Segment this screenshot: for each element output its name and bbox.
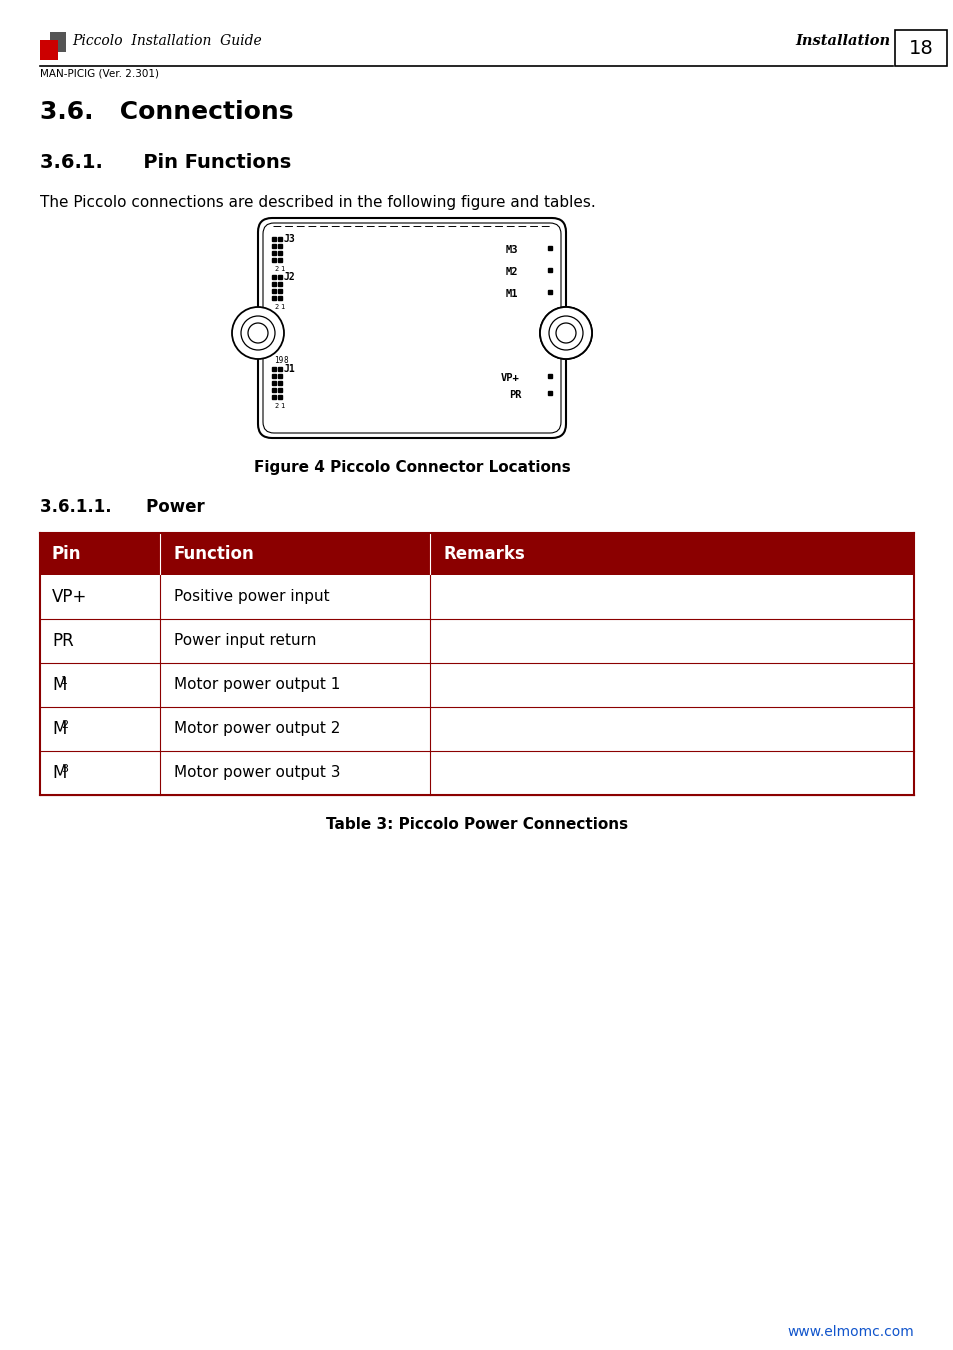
Circle shape (556, 323, 576, 343)
Text: M2: M2 (505, 267, 518, 277)
Text: 3: 3 (61, 764, 68, 774)
Text: 1: 1 (280, 266, 284, 271)
Text: 2: 2 (274, 266, 278, 271)
Text: 18: 18 (907, 39, 932, 58)
Text: Pin: Pin (52, 545, 81, 563)
Text: Motor power output 2: Motor power output 2 (173, 721, 340, 737)
Text: J2: J2 (284, 271, 295, 282)
Text: www.elmomc.com: www.elmomc.com (786, 1324, 913, 1339)
Text: Piccolo  Installation  Guide: Piccolo Installation Guide (71, 34, 261, 49)
Text: 1: 1 (61, 676, 68, 686)
Text: M3: M3 (505, 244, 518, 255)
Bar (40, 707, 913, 751)
Text: Table 3: Piccolo Power Connections: Table 3: Piccolo Power Connections (326, 817, 627, 832)
Text: Function: Function (173, 545, 254, 563)
Text: M: M (52, 720, 67, 738)
Circle shape (548, 316, 582, 350)
Text: Remarks: Remarks (443, 545, 525, 563)
Text: 8: 8 (284, 356, 289, 365)
Text: Motor power output 1: Motor power output 1 (173, 678, 340, 693)
Bar (40, 575, 913, 620)
Text: The Piccolo connections are described in the following figure and tables.: The Piccolo connections are described in… (40, 194, 595, 211)
Bar (40, 751, 913, 795)
Text: 3.6.1.1.      Power: 3.6.1.1. Power (40, 498, 205, 516)
Text: PR: PR (52, 632, 73, 649)
FancyBboxPatch shape (257, 217, 565, 437)
Polygon shape (50, 32, 66, 53)
Text: Power input return: Power input return (173, 633, 316, 648)
Text: Motor power output 3: Motor power output 3 (173, 765, 340, 780)
Polygon shape (40, 40, 58, 59)
Bar (40, 620, 913, 663)
Circle shape (241, 316, 274, 350)
Text: 1: 1 (280, 404, 284, 409)
Bar (894, 30, 946, 66)
Bar (40, 533, 913, 575)
Text: 1: 1 (280, 304, 284, 310)
Text: 2: 2 (274, 404, 278, 409)
Text: MAN-PICIG (Ver. 2.301): MAN-PICIG (Ver. 2.301) (40, 68, 159, 78)
Text: J1: J1 (284, 364, 295, 374)
Text: Installation: Installation (794, 34, 889, 49)
Text: VP+: VP+ (52, 589, 88, 606)
Text: 2: 2 (274, 304, 278, 310)
Circle shape (539, 306, 592, 359)
Text: M: M (52, 764, 67, 782)
Text: Positive power input: Positive power input (173, 590, 330, 605)
Text: Figure 4 Piccolo Connector Locations: Figure 4 Piccolo Connector Locations (253, 460, 570, 475)
Text: 2: 2 (61, 720, 68, 730)
Text: M1: M1 (505, 289, 518, 298)
Text: VP+: VP+ (500, 373, 519, 383)
Text: M: M (52, 676, 67, 694)
Text: 3.6.1.      Pin Functions: 3.6.1. Pin Functions (40, 153, 291, 171)
Text: 19: 19 (274, 356, 283, 365)
Text: PR: PR (509, 390, 521, 400)
Text: 3.6.   Connections: 3.6. Connections (40, 100, 294, 124)
Bar (40, 663, 913, 707)
Text: J3: J3 (284, 234, 295, 244)
Circle shape (232, 306, 284, 359)
Circle shape (248, 323, 268, 343)
